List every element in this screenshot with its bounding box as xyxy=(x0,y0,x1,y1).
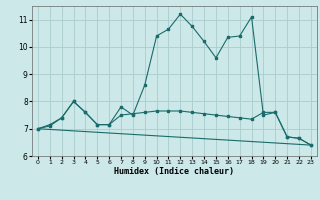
X-axis label: Humidex (Indice chaleur): Humidex (Indice chaleur) xyxy=(115,167,234,176)
